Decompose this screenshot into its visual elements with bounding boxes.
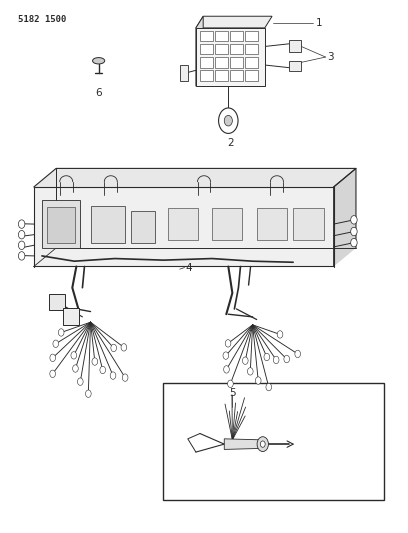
Bar bbox=[257, 208, 287, 240]
Circle shape bbox=[58, 329, 64, 336]
Polygon shape bbox=[224, 439, 263, 449]
Circle shape bbox=[18, 220, 25, 228]
Bar bbox=[49, 294, 65, 310]
Text: 5182 1500: 5182 1500 bbox=[18, 14, 66, 23]
Circle shape bbox=[53, 340, 59, 348]
Bar bbox=[196, 28, 265, 86]
Circle shape bbox=[351, 227, 357, 236]
Circle shape bbox=[18, 241, 25, 249]
Circle shape bbox=[295, 350, 301, 358]
Bar bbox=[200, 57, 213, 68]
Circle shape bbox=[266, 383, 272, 391]
Bar bbox=[215, 57, 228, 68]
Circle shape bbox=[122, 374, 128, 381]
Circle shape bbox=[121, 344, 127, 351]
Circle shape bbox=[219, 108, 238, 133]
Bar bbox=[200, 70, 213, 81]
Bar bbox=[215, 44, 228, 54]
Circle shape bbox=[18, 252, 25, 260]
Text: 3: 3 bbox=[328, 52, 334, 62]
Bar bbox=[200, 30, 213, 41]
Circle shape bbox=[100, 366, 106, 374]
Bar bbox=[230, 57, 243, 68]
Circle shape bbox=[223, 352, 228, 359]
Bar bbox=[289, 40, 301, 52]
Circle shape bbox=[248, 368, 253, 375]
Bar bbox=[47, 207, 75, 243]
Bar bbox=[164, 383, 384, 500]
Bar bbox=[230, 30, 243, 41]
Circle shape bbox=[255, 377, 261, 384]
Polygon shape bbox=[34, 187, 334, 266]
Circle shape bbox=[71, 352, 77, 359]
Circle shape bbox=[351, 238, 357, 247]
Ellipse shape bbox=[93, 58, 105, 64]
Polygon shape bbox=[334, 168, 356, 266]
Polygon shape bbox=[196, 16, 203, 86]
Circle shape bbox=[50, 354, 55, 361]
Circle shape bbox=[277, 330, 283, 338]
Circle shape bbox=[257, 437, 268, 451]
Circle shape bbox=[224, 115, 233, 126]
Bar bbox=[212, 208, 242, 240]
Bar bbox=[131, 211, 155, 243]
Bar bbox=[168, 208, 198, 240]
Bar bbox=[245, 57, 258, 68]
Text: 6: 6 bbox=[95, 88, 102, 98]
Bar bbox=[215, 70, 228, 81]
Circle shape bbox=[86, 390, 91, 398]
Circle shape bbox=[92, 358, 98, 365]
Bar bbox=[42, 200, 80, 248]
Bar bbox=[245, 30, 258, 41]
Circle shape bbox=[284, 356, 290, 363]
Circle shape bbox=[111, 344, 117, 352]
Bar bbox=[180, 65, 188, 81]
Polygon shape bbox=[34, 168, 356, 187]
Circle shape bbox=[351, 216, 357, 224]
Circle shape bbox=[110, 372, 116, 379]
Circle shape bbox=[78, 378, 83, 385]
Bar bbox=[230, 44, 243, 54]
Circle shape bbox=[50, 370, 55, 377]
Text: 5: 5 bbox=[229, 387, 236, 398]
Circle shape bbox=[273, 356, 279, 364]
Bar bbox=[215, 30, 228, 41]
Bar bbox=[63, 308, 79, 325]
Bar bbox=[230, 70, 243, 81]
Circle shape bbox=[228, 380, 233, 387]
Polygon shape bbox=[196, 16, 272, 28]
Bar bbox=[245, 44, 258, 54]
Circle shape bbox=[73, 365, 78, 372]
Bar bbox=[245, 70, 258, 81]
Bar bbox=[200, 44, 213, 54]
Circle shape bbox=[225, 340, 231, 347]
Circle shape bbox=[264, 353, 270, 361]
Circle shape bbox=[224, 366, 229, 373]
Circle shape bbox=[260, 441, 265, 447]
Circle shape bbox=[242, 357, 248, 365]
Text: 1: 1 bbox=[315, 18, 322, 28]
Bar bbox=[289, 61, 301, 71]
Text: 2: 2 bbox=[227, 138, 234, 148]
Circle shape bbox=[18, 230, 25, 239]
Bar bbox=[91, 206, 125, 243]
Text: 4: 4 bbox=[186, 263, 193, 272]
Bar bbox=[293, 208, 324, 240]
